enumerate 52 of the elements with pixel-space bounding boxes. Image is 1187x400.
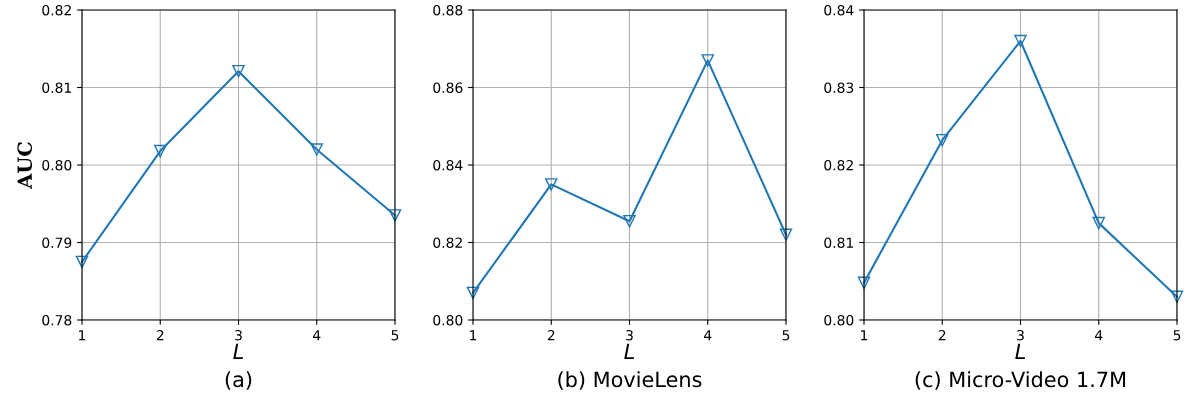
y-tick-label: 0.88 — [433, 4, 463, 16]
y-tick-label: 0.82 — [824, 159, 853, 171]
x-tick-label: 5 — [782, 330, 790, 341]
y-tick-label: 0.81 — [42, 82, 71, 93]
y-tick-label: 0.78 — [42, 314, 72, 326]
point — [779, 228, 793, 242]
text: (c) Micro-Video 1.7M — [915, 371, 1126, 390]
y-tick-label: 0.82 — [42, 4, 71, 16]
text: (a) — [225, 371, 252, 390]
point — [388, 209, 402, 222]
x-tick-label: 4 — [313, 330, 321, 341]
point — [623, 214, 636, 228]
point — [857, 276, 871, 290]
y-tick-label: 0.83 — [824, 82, 854, 93]
x-tick-label: 4 — [704, 330, 712, 341]
x-tick-label: 2 — [547, 329, 555, 341]
x-tick-label: 3 — [1017, 329, 1024, 341]
point — [701, 54, 715, 67]
point — [153, 144, 167, 158]
x-tick-label: 1 — [79, 330, 86, 341]
x-axis-title: L — [624, 343, 635, 359]
point — [544, 178, 558, 191]
x-tick-label: 2 — [156, 329, 164, 341]
y-tick-label: 0.80 — [42, 159, 72, 171]
x-tick-label: 2 — [938, 329, 946, 341]
y-tick-label: 0.81 — [824, 237, 853, 248]
y-tick-label: 0.84 — [824, 4, 854, 16]
y-tick-label: 0.82 — [433, 237, 462, 248]
point — [935, 133, 949, 147]
point — [75, 255, 89, 269]
y-axis-title: AUC — [17, 142, 33, 189]
point — [1092, 216, 1106, 230]
x-tick-label: 1 — [861, 330, 868, 341]
point — [1014, 34, 1027, 48]
x-tick-label: 1 — [470, 330, 477, 341]
x-tick-label: 3 — [235, 329, 242, 341]
y-tick-label: 0.86 — [433, 82, 463, 93]
x-tick-label: 5 — [1173, 330, 1181, 341]
text: (b) MovieLens — [558, 371, 702, 390]
y-tick-label: 0.80 — [433, 314, 463, 326]
x-tick-label: 4 — [1095, 330, 1103, 341]
x-tick-label: 5 — [391, 330, 399, 341]
x-tick-label: 3 — [626, 329, 633, 341]
point — [232, 64, 245, 78]
y-tick-label: 0.80 — [824, 314, 854, 326]
point — [310, 143, 324, 156]
y-tick-label: 0.84 — [433, 159, 463, 171]
point — [466, 286, 480, 300]
x-axis-title: L — [233, 343, 244, 359]
y-tick-label: 0.79 — [42, 237, 72, 248]
x-axis-title: L — [1015, 343, 1026, 359]
point — [1170, 290, 1184, 304]
